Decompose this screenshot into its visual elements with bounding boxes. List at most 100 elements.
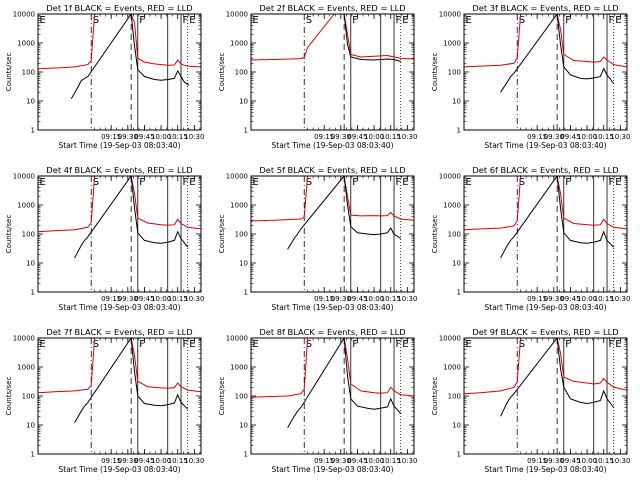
y-tick-label: 1000: [230, 364, 248, 372]
x-tick-label: 09:30: [331, 457, 351, 465]
panel-det-1f: Det 1f BLACK = Events, RED = LLD Counts/s…: [5, 3, 204, 150]
x-tick-label: 09:45: [560, 295, 580, 303]
y-tick-label: 1000: [443, 40, 461, 48]
panel-det-5f: Det 5f BLACK = Events, RED = LLD Counts/s…: [218, 165, 417, 312]
interval-marker-label: E: [615, 15, 621, 26]
y-axis-label: Counts/sec: [218, 377, 226, 416]
y-tick-label: 10000: [13, 173, 35, 181]
y-tick-label: 1: [244, 127, 248, 135]
panel-title: Det 6f BLACK = Events, RED = LLD: [472, 165, 618, 175]
y-axis-label: Counts/sec: [218, 215, 226, 254]
interval-marker-label: F: [396, 177, 402, 188]
interval-marker-label: S: [93, 15, 99, 26]
series-black-events-line: [287, 176, 401, 250]
x-tick-label: 10:15: [381, 295, 401, 303]
x-axis-label: Start Time (19-Sep-03 08:03:40): [272, 141, 394, 150]
plot-frame: [250, 13, 415, 131]
series-black-events-line: [74, 176, 189, 259]
x-tick-label: 10:30: [184, 457, 204, 465]
interval-marker-label: F: [565, 339, 571, 350]
x-tick-label: 09:45: [560, 133, 580, 141]
panel-title: Det 8f BLACK = Events, RED = LLD: [259, 327, 405, 337]
series-black-events-line: [343, 14, 401, 62]
y-tick-label: 1: [457, 289, 461, 297]
panel-title: Det 9f BLACK = Events, RED = LLD: [472, 327, 618, 337]
series-black-events-line: [500, 176, 615, 259]
y-tick-label: 10: [452, 260, 461, 268]
y-axis-label: Counts/sec: [5, 53, 13, 92]
plot-frame: [463, 13, 628, 131]
x-axis-label: Start Time (19-Sep-03 08:03:40): [485, 141, 607, 150]
y-tick-label: 1: [457, 451, 461, 459]
x-tick-label: 10:30: [397, 133, 417, 141]
interval-marker-label: E: [189, 177, 195, 188]
y-tick-label: 10: [26, 422, 35, 430]
x-tick-label: 10:15: [168, 457, 188, 465]
interval-marker-label: S: [306, 15, 312, 26]
y-tick-label: 10000: [226, 173, 248, 181]
x-tick-label: 09:45: [134, 457, 154, 465]
interval-marker-label: F: [139, 177, 145, 188]
x-tick-label: 10:00: [151, 133, 171, 141]
interval-marker-label: S: [519, 15, 525, 26]
y-tick-label: 1: [244, 451, 248, 459]
y-tick-label: 100: [235, 231, 248, 239]
y-axis-label: Counts/sec: [431, 215, 439, 254]
y-tick-label: 1000: [17, 364, 35, 372]
panel-title: Det 4f BLACK = Events, RED = LLD: [46, 165, 192, 175]
x-tick-label: 09:15: [101, 295, 121, 303]
interval-marker-label: E: [402, 177, 408, 188]
x-tick-label: 10:30: [184, 295, 204, 303]
x-tick-label: 10:00: [151, 457, 171, 465]
x-tick-label: 10:00: [364, 457, 384, 465]
x-tick-label: 09:30: [118, 457, 138, 465]
x-tick-label: 10:15: [381, 133, 401, 141]
series-black-events-line: [500, 14, 615, 93]
plot-frame: [37, 175, 202, 293]
x-tick-label: 10:00: [364, 133, 384, 141]
panel-det-9f: Det 9f BLACK = Events, RED = LLD Counts/s…: [431, 327, 630, 474]
x-tick-label: 09:15: [527, 133, 547, 141]
y-tick-label: 1000: [230, 202, 248, 210]
y-tick-label: 10000: [439, 11, 461, 19]
x-tick-label: 09:45: [560, 457, 580, 465]
y-tick-label: 100: [448, 393, 461, 401]
y-tick-label: 1000: [443, 364, 461, 372]
interval-marker-label: F: [396, 339, 402, 350]
series-black-events-line: [74, 338, 189, 423]
interval-marker-label: F: [139, 15, 145, 26]
y-tick-label: 10: [452, 422, 461, 430]
interval-marker-label: F: [609, 339, 615, 350]
y-tick-label: 100: [22, 69, 35, 77]
series-red-lld-line: [464, 176, 627, 231]
interval-marker-label: F: [139, 339, 145, 350]
plot-frame: [250, 337, 415, 455]
series-black-events-line: [70, 14, 190, 99]
x-tick-label: 10:15: [594, 295, 614, 303]
interval-marker-label: F: [183, 177, 189, 188]
x-tick-label: 09:30: [118, 295, 138, 303]
series-red-lld-line: [464, 338, 627, 395]
panel-det-4f: Det 4f BLACK = Events, RED = LLD Counts/s…: [5, 165, 204, 312]
x-axis-label: Start Time (19-Sep-03 08:03:40): [485, 303, 607, 312]
panel-title: Det 2f BLACK = Events, RED = LLD: [259, 3, 405, 13]
x-tick-label: 10:15: [594, 133, 614, 141]
x-tick-label: 09:15: [314, 133, 334, 141]
panel-title: Det 3f BLACK = Events, RED = LLD: [472, 3, 618, 13]
x-tick-label: 10:00: [151, 295, 171, 303]
y-tick-label: 100: [448, 69, 461, 77]
x-tick-label: 09:45: [347, 295, 367, 303]
interval-marker-label: E: [466, 339, 472, 350]
panel-det-8f: Det 8f BLACK = Events, RED = LLD Counts/s…: [218, 327, 417, 474]
y-tick-label: 100: [22, 393, 35, 401]
interval-marker-label: E: [615, 339, 621, 350]
panel-det-7f: Det 7f BLACK = Events, RED = LLD Counts/s…: [5, 327, 204, 474]
x-tick-label: 10:00: [577, 133, 597, 141]
x-axis-label: Start Time (19-Sep-03 08:03:40): [272, 303, 394, 312]
y-tick-label: 1: [457, 127, 461, 135]
interval-marker-label: F: [352, 339, 358, 350]
interval-marker-label: E: [615, 177, 621, 188]
x-tick-label: 09:15: [314, 295, 334, 303]
y-tick-label: 10: [26, 98, 35, 106]
